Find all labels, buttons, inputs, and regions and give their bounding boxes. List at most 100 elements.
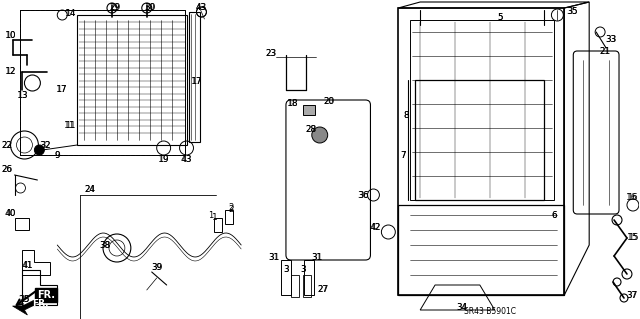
Text: 10: 10	[4, 31, 16, 40]
Text: 5: 5	[497, 13, 502, 23]
Text: 43: 43	[181, 155, 192, 165]
Text: 27: 27	[317, 286, 328, 294]
Text: 10: 10	[5, 31, 16, 40]
Text: 6: 6	[552, 211, 557, 219]
Bar	[410, 20, 554, 200]
Circle shape	[312, 127, 328, 143]
Text: 3: 3	[284, 265, 289, 275]
Text: SR43 B5901C: SR43 B5901C	[464, 308, 516, 316]
Text: 3: 3	[283, 265, 289, 275]
Text: 35: 35	[567, 8, 577, 17]
Text: 36: 36	[358, 190, 369, 199]
Text: 42: 42	[370, 224, 381, 233]
Text: 14: 14	[65, 10, 76, 19]
Text: 38: 38	[100, 241, 110, 249]
Text: 19: 19	[158, 155, 170, 165]
Text: 17: 17	[191, 78, 202, 86]
Text: 6: 6	[552, 211, 557, 219]
Text: 38: 38	[99, 241, 111, 249]
Text: 3: 3	[300, 265, 305, 275]
Bar	[291, 275, 299, 297]
Bar	[303, 275, 311, 297]
Bar	[77, 15, 186, 145]
Text: 43: 43	[181, 155, 192, 165]
Text: 17: 17	[56, 85, 67, 94]
Text: 17: 17	[191, 78, 202, 86]
Text: 23: 23	[266, 48, 276, 57]
Text: 43: 43	[196, 3, 207, 11]
Text: 8: 8	[403, 110, 409, 120]
Text: 2: 2	[228, 205, 234, 214]
Text: 18: 18	[287, 99, 299, 108]
Text: 12: 12	[5, 68, 16, 77]
Text: FR.: FR.	[33, 299, 49, 308]
Text: 15: 15	[628, 234, 638, 242]
Text: 40: 40	[5, 209, 16, 218]
Text: 25: 25	[19, 295, 30, 305]
Text: 2: 2	[228, 203, 234, 211]
Text: 31: 31	[311, 254, 323, 263]
Text: 20: 20	[323, 98, 334, 107]
Text: 28: 28	[305, 125, 317, 135]
Text: 22: 22	[1, 140, 12, 150]
Bar	[303, 105, 315, 115]
Text: 28: 28	[305, 125, 316, 135]
Text: 16: 16	[626, 194, 637, 203]
Text: 14: 14	[65, 10, 76, 19]
Text: 11: 11	[65, 121, 76, 130]
Text: 32: 32	[40, 140, 51, 150]
Text: 34: 34	[456, 303, 467, 313]
Text: 12: 12	[5, 68, 16, 77]
Text: 41: 41	[22, 261, 33, 270]
Text: 21: 21	[600, 48, 611, 56]
Text: 18: 18	[287, 99, 298, 108]
Text: 11: 11	[65, 121, 76, 130]
Text: 25: 25	[19, 295, 29, 305]
Bar	[214, 218, 222, 232]
Text: 39: 39	[152, 263, 162, 271]
Text: 41: 41	[22, 261, 33, 270]
Text: 33: 33	[605, 35, 617, 44]
Bar	[304, 260, 314, 295]
Text: 24: 24	[84, 186, 96, 195]
Text: 33: 33	[605, 35, 616, 44]
Bar	[15, 218, 29, 230]
Text: 13: 13	[17, 91, 28, 100]
Text: 8: 8	[404, 110, 409, 120]
Text: 16: 16	[627, 194, 637, 203]
Bar	[20, 10, 184, 155]
Text: 27: 27	[317, 286, 328, 294]
Text: 30: 30	[145, 3, 155, 11]
Text: 31: 31	[269, 254, 279, 263]
Text: 24: 24	[85, 186, 95, 195]
Text: 13: 13	[17, 91, 28, 100]
Text: 29: 29	[109, 3, 120, 11]
Text: 30: 30	[144, 3, 156, 11]
Text: 1: 1	[211, 213, 217, 222]
Bar	[189, 12, 200, 142]
Text: 21: 21	[600, 48, 611, 56]
Text: 40: 40	[5, 209, 16, 218]
Bar	[281, 260, 291, 295]
Text: 1: 1	[208, 211, 213, 219]
Text: 3: 3	[300, 265, 306, 275]
Text: 19: 19	[159, 155, 169, 165]
Text: 9: 9	[54, 151, 60, 160]
Text: 32: 32	[40, 140, 51, 150]
Text: 39: 39	[151, 263, 163, 271]
Text: 42: 42	[370, 224, 381, 233]
Text: 9: 9	[54, 151, 60, 160]
Text: 37: 37	[627, 291, 637, 300]
Text: 35: 35	[566, 8, 578, 17]
Text: 29: 29	[109, 3, 120, 11]
Text: 22: 22	[1, 140, 12, 150]
Text: 7: 7	[401, 151, 406, 160]
Text: 37: 37	[626, 291, 637, 300]
Text: 36: 36	[358, 190, 369, 199]
Text: 5: 5	[497, 13, 502, 23]
Text: 7: 7	[401, 151, 406, 160]
Bar	[20, 10, 184, 155]
Polygon shape	[13, 298, 40, 315]
Text: 31: 31	[268, 254, 280, 263]
Text: 31: 31	[312, 254, 322, 263]
